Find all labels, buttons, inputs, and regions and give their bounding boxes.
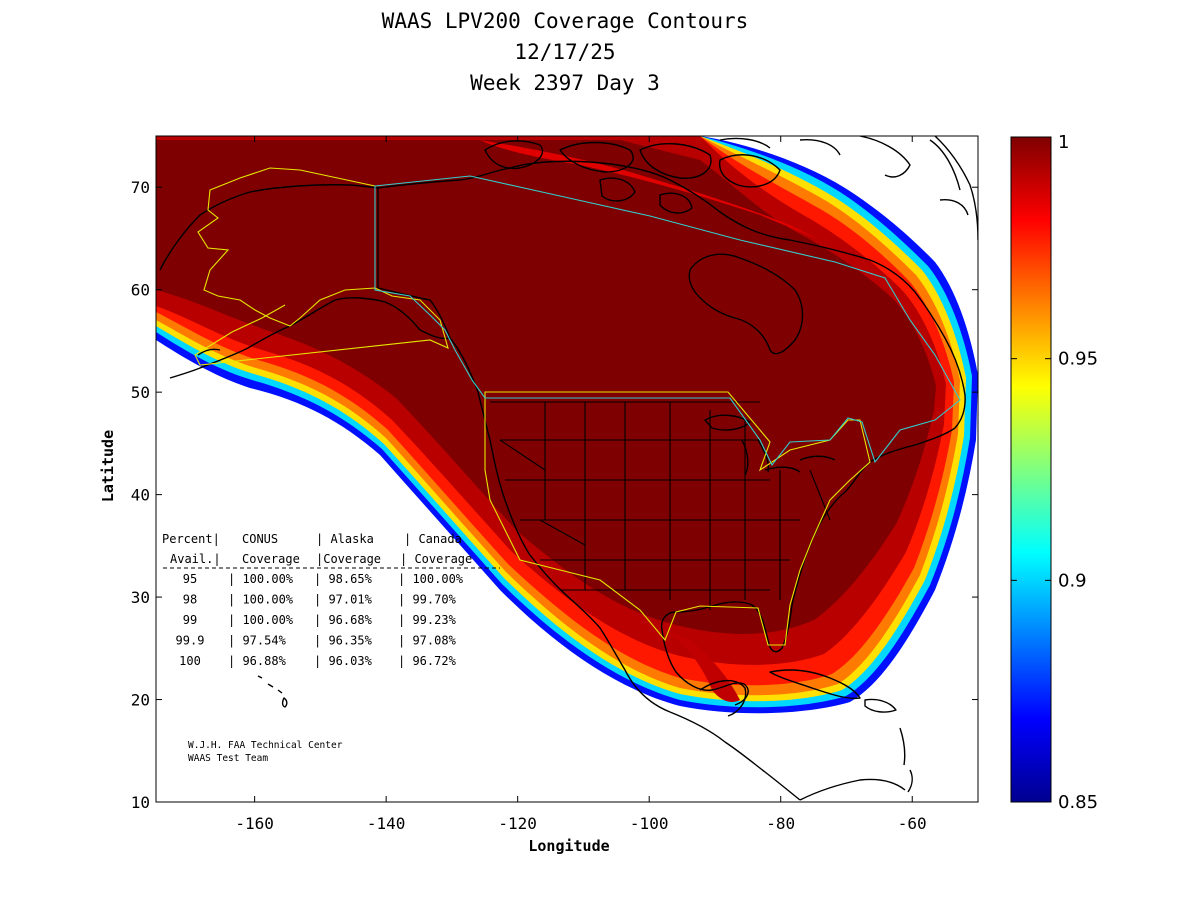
table-cell: | 100.00% xyxy=(228,572,294,586)
table-cell: | 98.65% xyxy=(314,572,373,586)
table-row: 95 | 100.00% | 98.65% | 100.00% xyxy=(183,572,464,586)
table-cell: | 96.35% xyxy=(314,634,373,648)
coastline-cuba xyxy=(769,669,861,700)
boundary-us xyxy=(484,391,871,646)
colorbar-tick-label: 0.85 xyxy=(1058,792,1098,813)
header-percent: Percent| xyxy=(162,532,220,546)
table-rows: 95 | 100.00% | 98.65% | 100.00% 98 | 100.00% |… xyxy=(176,572,464,668)
x-tick-label: -80 xyxy=(766,814,795,833)
table-cell: | 100.00% xyxy=(228,593,294,607)
coastline-central-america xyxy=(669,711,801,801)
table-cell: | 97.54% xyxy=(228,634,287,648)
table-cell: | 96.68% xyxy=(314,613,373,627)
state-borders xyxy=(490,401,831,610)
table-cell: 99 xyxy=(183,613,197,627)
table-row: 99 | 100.00% | 96.68% | 99.23% xyxy=(183,613,457,627)
title-line-1: WAAS LPV200 Coverage Contours xyxy=(381,9,749,33)
boundary-alaska xyxy=(194,167,449,366)
y-tick-label: 50 xyxy=(131,383,150,402)
table-cell: | 100.00% xyxy=(398,572,464,586)
x-tick-label: -160 xyxy=(235,814,274,833)
header-canada-cov: | Coverage xyxy=(400,552,472,566)
table-cell: | 96.88% xyxy=(228,654,287,668)
credit-text: W.J.H. FAA Technical Center WAAS Test Te… xyxy=(188,740,343,764)
coastline-hispaniola xyxy=(864,698,897,713)
chart-title: WAAS LPV200 Coverage Contours 12/17/25 W… xyxy=(0,6,1130,99)
y-tick-label: 70 xyxy=(131,178,150,197)
y-axis: 10 20 30 40 50 60 70 xyxy=(131,178,978,812)
header-conus-cov: Coverage xyxy=(242,552,300,566)
x-tick-label: -140 xyxy=(367,814,406,833)
y-tick-label: 40 xyxy=(131,486,150,505)
hawaii-islands xyxy=(257,675,288,708)
coastline-hudson-bay xyxy=(688,253,804,355)
coastline-alaska xyxy=(159,184,451,379)
x-axis: -160 -140 -120 -100 -80 -60 xyxy=(235,136,927,833)
x-axis-label: Longitude xyxy=(528,837,609,855)
header-canada: | Canada xyxy=(404,532,462,546)
credit-line-1: W.J.H. FAA Technical Center xyxy=(188,740,343,751)
y-axis-label: Latitude xyxy=(99,430,117,502)
contour-band-full-coverage xyxy=(156,140,936,634)
colorbar-tick-label: 0.95 xyxy=(1058,349,1098,370)
y-tick-label: 30 xyxy=(131,588,150,607)
table-cell: | 99.70% xyxy=(398,593,457,607)
plot-frame xyxy=(155,135,979,803)
table-cell: | 96.72% xyxy=(398,654,457,668)
table-cell: | 96.03% xyxy=(314,654,373,668)
coastline-south-america xyxy=(799,778,906,801)
gulf-notch xyxy=(665,630,740,702)
table-cell: | 100.00% xyxy=(228,613,294,627)
table-cell: 99.9 xyxy=(176,634,205,648)
great-lakes xyxy=(704,414,836,476)
title-line-3: Week 2397 Day 3 xyxy=(470,71,660,95)
arctic-fringe xyxy=(480,140,820,240)
coverage-table: Percent| CONUS | Alaska | Canada Avail.| Cov… xyxy=(162,532,500,668)
coastline-pacific xyxy=(449,337,671,713)
header-alaska: | Alaska xyxy=(316,532,374,546)
coastlines xyxy=(159,136,978,801)
table-row: 99.9 | 97.54% | 96.35% | 97.08% xyxy=(176,634,457,648)
title-line-2: 12/17/25 xyxy=(514,40,616,64)
x-tick-label: -60 xyxy=(898,814,927,833)
header-alaska-cov: |Coverage xyxy=(316,552,381,566)
x-tick-label: -120 xyxy=(498,814,537,833)
coastline-caribbean-islands xyxy=(899,727,913,793)
table-cell: 95 xyxy=(183,572,197,586)
y-tick-label: 60 xyxy=(131,281,150,300)
x-tick-label: -100 xyxy=(630,814,669,833)
coastline-greenland xyxy=(934,136,978,241)
coastline-yucatan xyxy=(699,680,747,717)
table-row: 100 | 96.88% | 96.03% | 96.72% xyxy=(179,654,456,668)
coastline-arctic xyxy=(377,160,966,429)
table-cell: 98 xyxy=(183,593,197,607)
arctic-islands xyxy=(484,136,969,216)
credit-line-2: WAAS Test Team xyxy=(188,753,268,764)
header-avail: Avail.| xyxy=(170,552,221,566)
coastline-atlantic xyxy=(660,427,956,706)
colorbar-tick-label: 0.9 xyxy=(1058,570,1087,591)
y-tick-label: 10 xyxy=(131,793,150,812)
table-cell: | 99.23% xyxy=(398,613,457,627)
y-tick-label: 20 xyxy=(131,691,150,710)
table-cell: | 97.01% xyxy=(314,593,373,607)
table-cell: | 97.08% xyxy=(398,634,457,648)
boundary-canada xyxy=(374,175,961,467)
colorbar-ticks: 0.85 0.9 0.95 1 xyxy=(1011,132,1098,813)
table-header-1: Percent| CONUS | Alaska | Canada xyxy=(162,532,462,546)
colorbar xyxy=(1010,136,1052,803)
table-row: 98 | 100.00% | 97.01% | 99.70% xyxy=(183,593,457,607)
region-boundaries xyxy=(194,167,961,646)
table-cell: 100 xyxy=(179,654,201,668)
colorbar-tick-label: 1 xyxy=(1058,132,1069,153)
header-conus: CONUS xyxy=(242,532,278,546)
table-header-2: Avail.| Coverage |Coverage | Coverage xyxy=(170,552,472,566)
